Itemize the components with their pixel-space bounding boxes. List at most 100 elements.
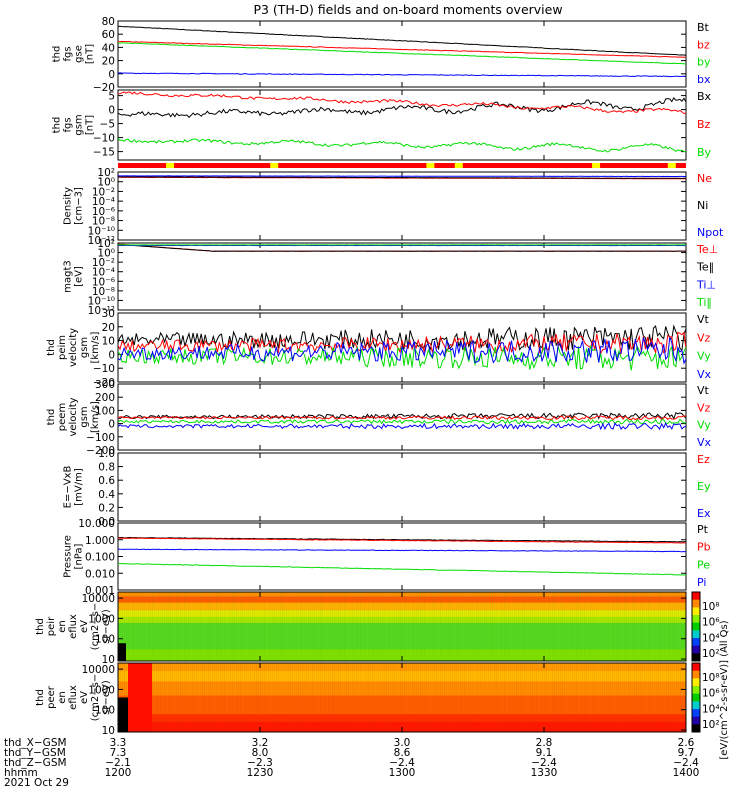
spectrogram-texture	[526, 663, 527, 732]
y-axis-label: [nT]	[85, 115, 96, 135]
spectrogram-texture	[568, 663, 569, 732]
spectrogram-texture	[654, 663, 655, 732]
spectrogram-texture	[250, 663, 251, 732]
spectrogram-texture	[498, 663, 499, 732]
spectrogram-texture	[416, 663, 417, 732]
spectrogram-texture	[538, 592, 539, 661]
spectrogram-texture	[586, 592, 587, 661]
spectrogram-texture	[480, 592, 481, 661]
spectrogram-texture	[544, 663, 545, 732]
spectrogram-texture	[594, 663, 595, 732]
spectrogram-texture	[406, 663, 407, 732]
spectrogram-texture	[380, 592, 381, 661]
y-tick-label: 0.4	[98, 489, 115, 501]
spectrogram-texture	[234, 592, 235, 661]
spectrogram-texture	[670, 663, 671, 732]
spectrogram-texture	[188, 663, 189, 732]
spectrogram-texture	[448, 663, 449, 732]
spectrogram-texture	[648, 592, 649, 661]
series-group	[118, 243, 686, 252]
spectrogram-texture	[554, 663, 555, 732]
spectrogram-texture	[542, 592, 543, 661]
spectrogram-texture	[380, 663, 381, 732]
y-tick-label: 1000	[88, 684, 115, 696]
spectrogram-texture	[252, 663, 253, 732]
spectrogram-texture	[638, 592, 639, 661]
orbit-row-value: 9.1	[536, 747, 553, 759]
spectrogram-texture	[428, 663, 429, 732]
spectrogram-texture	[422, 663, 423, 732]
spectrogram-texture	[554, 592, 555, 661]
spectrogram-texture	[284, 663, 285, 732]
spectrogram-texture	[622, 592, 623, 661]
spectrogram-texture	[616, 592, 617, 661]
spectrogram-texture	[396, 592, 397, 661]
colorbar-tick-label: 10²	[702, 719, 720, 731]
spectrogram-texture	[218, 592, 219, 661]
y-axis-label: sr−eV)	[101, 609, 112, 644]
spectrogram-texture	[630, 663, 631, 732]
orbit-row-value: 7.3	[110, 747, 127, 759]
panel-5: 30 20 100 −10 −20 thd peim velocity gsm [km/s] Vt V…	[46, 308, 712, 389]
spectrogram-gap	[118, 643, 126, 661]
spectrogram-texture	[210, 592, 211, 661]
spectrogram-texture	[412, 663, 413, 732]
spectrogram-texture	[474, 663, 475, 732]
spectrogram-band-5	[118, 714, 686, 723]
y-tick-label: 10²	[97, 238, 115, 250]
orbit-row-value: 8.0	[252, 747, 269, 759]
spectrogram-texture	[684, 592, 685, 661]
legend-Te⊥: Te⊥	[696, 243, 718, 256]
spectrogram-texture	[624, 663, 625, 732]
spectrogram-texture	[394, 592, 395, 661]
spectrogram-texture	[276, 592, 277, 661]
spectrogram-texture	[244, 663, 245, 732]
spectrogram-texture	[530, 592, 531, 661]
spectrogram-texture	[416, 592, 417, 661]
spectrogram-texture	[400, 592, 401, 661]
y-axis-label: eflux	[68, 685, 79, 710]
spectrogram-texture	[190, 663, 191, 732]
spectrogram-texture	[590, 592, 591, 661]
spectrogram-texture	[122, 592, 123, 661]
spectrogram-texture	[202, 592, 203, 661]
series-line-Vx	[118, 337, 686, 365]
spectrogram-texture	[524, 592, 525, 661]
spectrogram-texture	[344, 592, 345, 661]
y-tick-label: 0.010	[85, 568, 115, 580]
spectrogram-texture	[180, 592, 181, 661]
spectrogram-texture	[476, 592, 477, 661]
series-line-Bx	[118, 97, 686, 119]
spectrogram-texture	[354, 663, 355, 732]
spectrogram-texture	[170, 592, 171, 661]
spectrogram	[118, 663, 686, 732]
y-tick-label: −10	[93, 133, 115, 145]
spectrogram-texture	[500, 592, 501, 661]
spectrogram-texture	[658, 592, 659, 661]
legend-Vy: Vy	[697, 419, 711, 432]
orbit-row-value: 9.7	[678, 747, 695, 759]
x-axis-labels: thd_X−GSM 3.3 3.2 3.0 2.8 2.6 thd_Y−GSM 7.3 8.0 8…	[4, 737, 699, 789]
spectrogram-texture	[254, 592, 255, 661]
spectrogram-texture	[600, 663, 601, 732]
spectrogram-texture	[550, 592, 551, 661]
spectrogram-texture	[414, 592, 415, 661]
series-line-Vt	[118, 411, 686, 420]
mode-bar-fill	[118, 163, 686, 168]
spectrogram-texture	[432, 592, 433, 661]
spectrogram-texture	[390, 592, 391, 661]
series-group	[118, 175, 686, 180]
spectrogram-texture	[654, 592, 655, 661]
legend-Ez: Ez	[697, 453, 710, 466]
mode-bar-flag	[592, 163, 601, 168]
spectrogram-texture	[430, 592, 431, 661]
y-tick-label: 10⁰	[97, 248, 115, 260]
orbit-row-value: 2.6	[678, 737, 695, 749]
spectrogram-texture	[210, 663, 211, 732]
spectrogram-texture	[684, 663, 685, 732]
y-tick-label: 10⁻¹⁰	[88, 225, 115, 237]
spectrogram-texture	[292, 663, 293, 732]
spectrogram-texture	[436, 592, 437, 661]
spectrogram-texture	[182, 592, 183, 661]
spectrogram-texture	[536, 592, 537, 661]
